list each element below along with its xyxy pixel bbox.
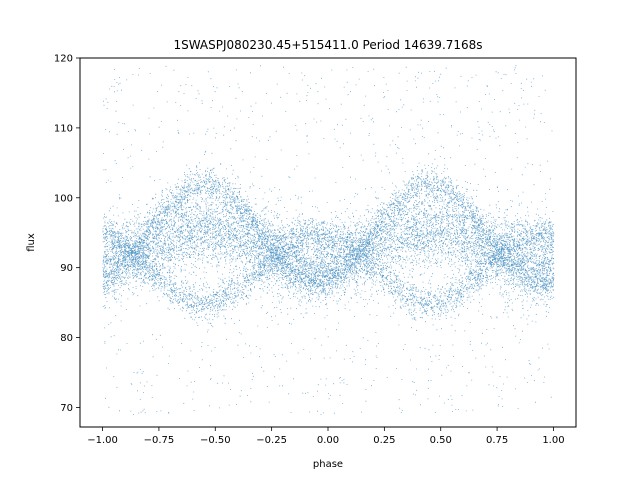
- y-tick-label: 70: [60, 403, 73, 414]
- y-axis-label: flux: [26, 233, 37, 252]
- scatter-points: [102, 65, 555, 416]
- scatter-point-cloud: [102, 65, 555, 416]
- x-tick-label: −0.25: [256, 435, 287, 446]
- y-tick-label: 90: [60, 263, 73, 274]
- x-axis-label: phase: [313, 459, 343, 470]
- y-tick-label: 100: [54, 193, 73, 204]
- plot-frame: [79, 57, 577, 428]
- x-tick-label: 0.75: [486, 435, 508, 446]
- x-tick-label: 0.00: [317, 435, 339, 446]
- x-tick-label: −0.75: [144, 435, 175, 446]
- y-axis: 70 80 90 100 110 120: [54, 54, 80, 414]
- x-tick-label: −0.50: [200, 435, 231, 446]
- x-tick-label: 1.00: [542, 435, 564, 446]
- y-tick-label: 120: [54, 54, 73, 65]
- chart-title: 1SWASPJ080230.45+515411.0 Period 14639.7…: [173, 38, 482, 52]
- x-tick-label: −1.00: [87, 435, 118, 446]
- y-tick-label: 80: [60, 333, 73, 344]
- y-tick-label: 110: [54, 123, 73, 134]
- x-tick-label: 0.25: [373, 435, 395, 446]
- x-axis: −1.00 −0.75 −0.50 −0.25 0.00 0.25 0.50 0.75 1.00: [87, 427, 565, 446]
- x-tick-label: 0.50: [430, 435, 452, 446]
